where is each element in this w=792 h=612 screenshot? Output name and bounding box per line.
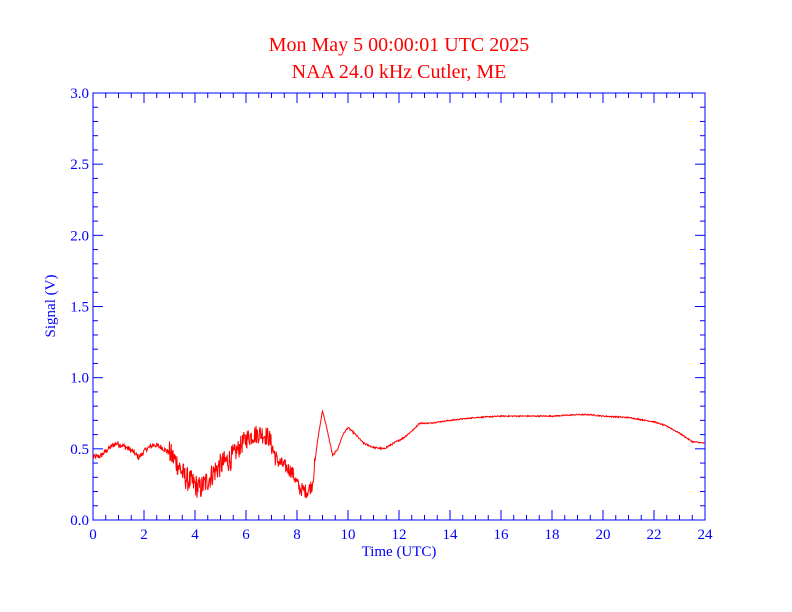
- y-tick-label: 1.5: [70, 300, 89, 316]
- y-axis-ticks: [93, 92, 705, 521]
- series-line: [92, 409, 706, 499]
- x-tick-label: 0: [89, 527, 97, 543]
- x-tick-label: 20: [596, 527, 611, 543]
- x-tick-label: 24: [698, 527, 714, 543]
- x-axis-ticks: [92, 93, 706, 520]
- x-tick-label: 18: [545, 527, 560, 543]
- y-axis-tick-labels: 0.0 0.5 1.0 1.5 2.0 2.5 3.0: [70, 86, 89, 529]
- y-tick-label: 0.0: [70, 513, 89, 529]
- y-tick-label: 2.0: [70, 228, 89, 244]
- x-tick-label: 6: [242, 527, 250, 543]
- x-tick-label: 14: [443, 527, 459, 543]
- x-axis-tick-labels: 0 2 4 6 8 10 12 14 16 18 20 22 24: [89, 527, 713, 543]
- x-axis-label: Time (UTC): [362, 544, 437, 560]
- y-axis-label: Signal (V): [43, 275, 59, 338]
- x-tick-label: 12: [392, 527, 407, 543]
- x-tick-label: 2: [140, 527, 148, 543]
- x-tick-label: 10: [341, 527, 356, 543]
- chart-title: Mon May 5 00:00:01 UTC 2025: [269, 34, 530, 56]
- series-layer: [92, 409, 706, 499]
- x-tick-label: 22: [647, 527, 662, 543]
- x-tick-label: 4: [191, 527, 199, 543]
- chart-subtitle: NAA 24.0 kHz Cutler, ME: [292, 61, 507, 83]
- y-tick-label: 2.5: [70, 157, 89, 173]
- x-tick-label: 8: [293, 527, 301, 543]
- x-tick-label: 16: [494, 527, 510, 543]
- y-tick-label: 3.0: [70, 86, 89, 102]
- y-tick-label: 1.0: [70, 371, 89, 387]
- plot-frame: [92, 92, 706, 521]
- y-tick-label: 0.5: [70, 442, 89, 458]
